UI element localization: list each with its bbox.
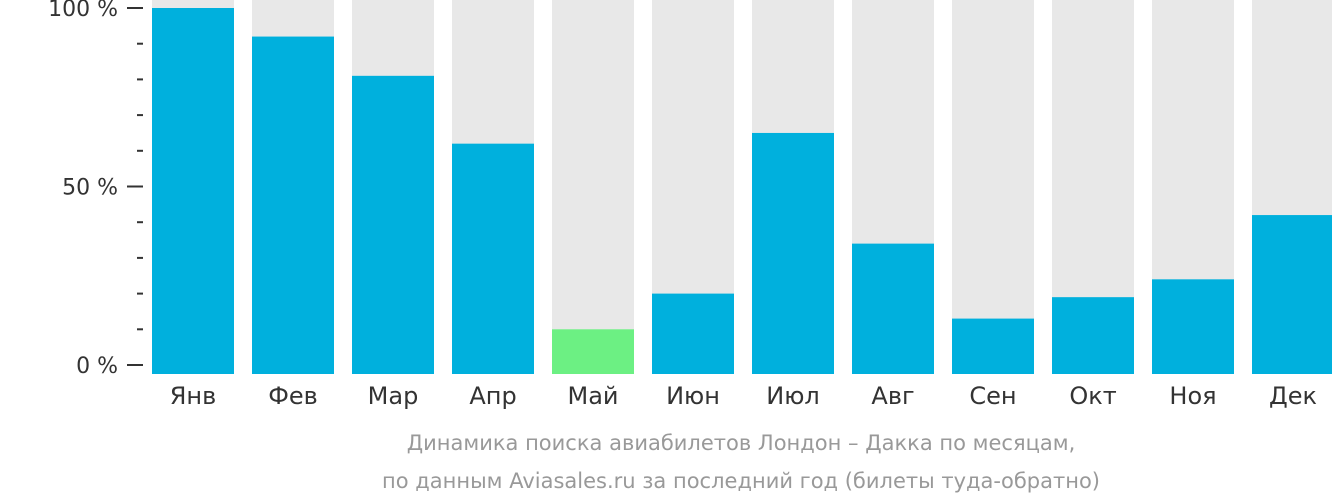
- x-axis-labels: Янв Фев Мар Апр Май Июн Июл Авг Сен Окт Ноя Дек: [170, 382, 1317, 410]
- x-tick-label: Май: [567, 382, 618, 410]
- y-tick-label: 50 %: [62, 176, 118, 201]
- bar: [952, 318, 1034, 374]
- caption-line-1: Динамика поиска авиабилетов Лондон – Дак…: [407, 431, 1076, 455]
- x-tick-label: Мар: [368, 382, 419, 410]
- bar: [752, 132, 834, 374]
- x-tick-label: Окт: [1069, 382, 1116, 410]
- caption-line-2: по данным Aviasales.ru за последний год …: [382, 469, 1100, 493]
- bar-background: [552, 0, 634, 374]
- x-tick-label: Июн: [666, 382, 720, 410]
- x-tick-label: Июл: [766, 382, 820, 410]
- chart-caption: Динамика поиска авиабилетов Лондон – Дак…: [382, 431, 1100, 493]
- y-tick-label: 0 %: [76, 354, 118, 379]
- x-tick-label: Ноя: [1169, 382, 1216, 410]
- bar: [1052, 297, 1134, 374]
- bar: [552, 329, 634, 374]
- bar: [852, 243, 934, 374]
- x-tick-label: Фев: [268, 382, 318, 410]
- x-tick-label: Авг: [871, 382, 914, 410]
- x-tick-label: Дек: [1269, 382, 1317, 410]
- x-tick-label: Апр: [469, 382, 516, 410]
- bar: [1152, 279, 1234, 374]
- bar: [1252, 215, 1332, 374]
- y-axis: 0 % 50 % 100 %: [48, 0, 143, 379]
- x-tick-label: Янв: [170, 382, 217, 410]
- bar: [352, 75, 434, 374]
- y-tick-label: 100 %: [48, 0, 118, 22]
- bar: [652, 293, 734, 374]
- bar: [152, 8, 234, 374]
- bar: [452, 143, 534, 374]
- bars: [152, 0, 1332, 375]
- bar: [252, 36, 334, 375]
- bar-background: [952, 0, 1034, 374]
- x-tick-label: Сен: [969, 382, 1016, 410]
